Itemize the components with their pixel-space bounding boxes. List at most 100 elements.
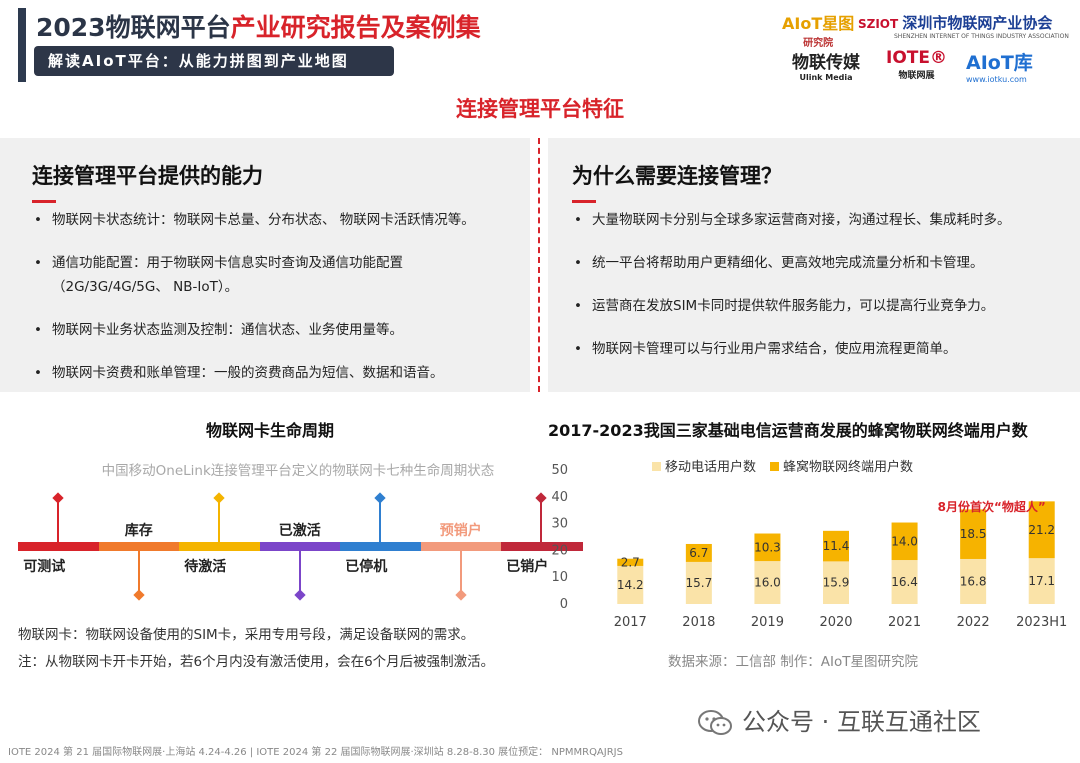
capability-item: 物联网卡业务状态监测及控制：通信状态、业务使用量等。 [32, 318, 516, 342]
heading-underline [32, 200, 56, 203]
reasons-panel: 为什么需要连接管理？ 大量物联网卡分别与全球多家运营商对接，沟通过程长、集成耗时… [548, 138, 1080, 392]
bar-segment [891, 522, 918, 561]
capabilities-heading: 连接管理平台提供的能力 [32, 164, 263, 188]
iotku-logo-sub: www.iotku.com [966, 75, 1027, 84]
y-tick-label: 10 [551, 570, 568, 585]
capability-item: 物联网卡状态统计：物联网卡总量、分布状态、 物联网卡活跃情况等。 [32, 208, 516, 232]
lifecycle-segment [259, 542, 341, 551]
reason-item: 运营商在发放SIM卡同时提供软件服务能力，可以提高行业竞争力。 [572, 294, 1066, 318]
lifecycle-segment [98, 542, 180, 551]
reasons-heading: 为什么需要连接管理？ [572, 164, 782, 188]
x-tick-label: 2020 [819, 615, 852, 630]
x-tick-label: 2022 [957, 615, 990, 630]
reason-item: 大量物联网卡分别与全球多家运营商对接，沟通过程长、集成耗时多。 [572, 208, 1066, 232]
lifecycle-marker-head [455, 589, 467, 601]
x-tick-label: 2017 [614, 615, 647, 630]
iotku-logo-text: AIoT库 [966, 52, 1033, 74]
footer: IOTE 2024 第 21 届国际物联网展·上海站 4.24-4.26 | I… [8, 747, 623, 758]
lifecycle-state-label: 已销户 [506, 559, 549, 575]
lifecycle-marker-head [374, 492, 386, 504]
lifecycle-marker-head [52, 492, 64, 504]
report-subtitle: 解读AIoT平台：从能力拼图到产业地图 [34, 46, 394, 76]
sziot-name: 深圳市物联网产业协会 [902, 14, 1053, 32]
report-title-part2: 产业研究报告及案例集 [230, 13, 481, 42]
chart-source: 数据来源：工信部 制作：AIoT星图研究院 [668, 654, 919, 670]
bar-value-label: 14.0 [891, 534, 918, 548]
lifecycle-note-definition: 物联网卡：物联网设备使用的SIM卡，采用专用号段，满足设备联网的需求。 [18, 627, 475, 643]
bar-value-label: 18.5 [960, 527, 987, 541]
reason-item: 统一平台将帮助用户更精细化、更高效地完成流量分析和卡管理。 [572, 251, 1066, 275]
reasons-list: 大量物联网卡分别与全球多家运营商对接，沟通过程长、集成耗时多。 统一平台将帮助用… [572, 208, 1066, 380]
lifecycle-state-label: 库存 [124, 523, 153, 539]
bar-value-label: 15.7 [685, 576, 712, 590]
legend-label: 移动电话用户数 [665, 459, 756, 475]
bar-value-label: 16.4 [891, 575, 918, 589]
bar-segment [685, 543, 712, 562]
lifecycle-title: 物联网卡生命周期 [205, 421, 334, 440]
bar-value-label: 21.2 [1028, 523, 1055, 537]
lifecycle-segment [18, 542, 100, 551]
bar-segment [685, 561, 712, 604]
capabilities-panel: 连接管理平台提供的能力 物联网卡状态统计：物联网卡总量、分布状态、 物联网卡活跃… [0, 138, 530, 392]
bar-segment [891, 560, 918, 604]
bar-value-label: 16.8 [960, 574, 987, 588]
y-tick-label: 30 [551, 517, 568, 532]
sziot-logo: SZIOT 深圳市物联网产业协会 SHENZHEN INTERNET OF TH… [858, 12, 1069, 40]
x-tick-label: 2021 [888, 615, 921, 630]
wechat-watermark: 公众号 · 互联互通社区 [698, 702, 981, 737]
section-title: 连接管理平台特征 [456, 97, 624, 121]
header: 2023物联网平台产业研究报告及案例集 解读AIoT平台：从能力拼图到产业地图 … [0, 0, 1080, 84]
aiot-logo-sub: 研究院 [803, 38, 834, 49]
lifecycle-marker [52, 492, 64, 542]
x-tick-label: 2023H1 [1016, 615, 1067, 630]
panel-divider [538, 138, 540, 392]
bar-segment [1028, 501, 1055, 559]
bar-value-label: 15.9 [823, 576, 850, 590]
lifecycle-state-label: 已激活 [278, 523, 321, 539]
iote-logo-text: IOTE® [886, 48, 947, 68]
lifecycle-segment [340, 542, 422, 551]
bar-value-label: 6.7 [689, 546, 708, 560]
lifecycle-state-label: 可测试 [23, 559, 66, 575]
wechat-icon [698, 710, 732, 735]
bar-value-label: 2.7 [621, 555, 640, 569]
reason-item: 物联网卡管理可以与行业用户需求结合，使应用流程更简单。 [572, 337, 1066, 361]
bar-value-label: 16.0 [754, 576, 781, 590]
ulink-logo-sub: Ulink Media [799, 73, 853, 82]
bar-segment [617, 565, 644, 604]
heading-underline [572, 200, 596, 203]
y-tick-label: 40 [551, 490, 568, 505]
watermark-text: 公众号 · 互联互通社区 [742, 708, 981, 736]
report-title-part1: 2023物联网平台 [36, 13, 231, 42]
lifecycle-state-label: 已停机 [345, 559, 388, 575]
lifecycle-marker-head [133, 589, 145, 601]
lifecycle-note-activation: 注：从物联网卡开卡开始，若6个月内没有激活使用，会在6个月后被强制激活。 [18, 654, 495, 670]
iot-users-bar-chart: 0 10 20 30 40 50 移动电话用户数 蜂窝物联网终端用户数 14.2 2.7 2017 1… [551, 459, 1067, 630]
bar-value-label: 17.1 [1028, 574, 1055, 588]
capability-item: 物联网卡资费和账单管理：一般的资费商品为短信、数据和语音。 [32, 361, 516, 385]
lifecycle-marker [374, 492, 386, 542]
ulink-logo: 物联传媒 Ulink Media [792, 48, 860, 82]
bar-segment [754, 561, 781, 604]
y-tick-label: 20 [551, 543, 568, 558]
header-accent-bar [18, 8, 26, 82]
chart-title: 2017-2023我国三家基础电信运营商发展的蜂窝物联网终端用户数 [548, 421, 1028, 440]
capabilities-list: 物联网卡状态统计：物联网卡总量、分布状态、 物联网卡活跃情况等。 通信功能配置：… [32, 208, 516, 404]
aiot-logo: AIoT星图 研究院 [782, 10, 854, 49]
bar-segment [617, 558, 644, 566]
iotku-logo: AIoT库 www.iotku.com [966, 48, 1033, 84]
bar-segment [754, 533, 781, 562]
y-tick-label: 50 [551, 463, 568, 478]
bar-segment [960, 558, 987, 604]
y-tick-label: 0 [560, 597, 568, 612]
bar-value-label: 10.3 [754, 540, 781, 554]
legend-swatch [770, 462, 779, 471]
lifecycle-segment [501, 542, 583, 551]
iote-logo: IOTE® 物联网展 [886, 48, 947, 81]
sziot-en: SHENZHEN INTERNET OF THINGS INDUSTRY ASS… [894, 33, 1069, 40]
lifecycle-marker-head [213, 492, 225, 504]
aiot-logo-text: AIoT星图 [782, 14, 855, 33]
lifecycle-marker [455, 551, 467, 601]
lifecycle-marker [213, 492, 225, 542]
legend-label: 蜂窝物联网终端用户数 [783, 459, 913, 475]
